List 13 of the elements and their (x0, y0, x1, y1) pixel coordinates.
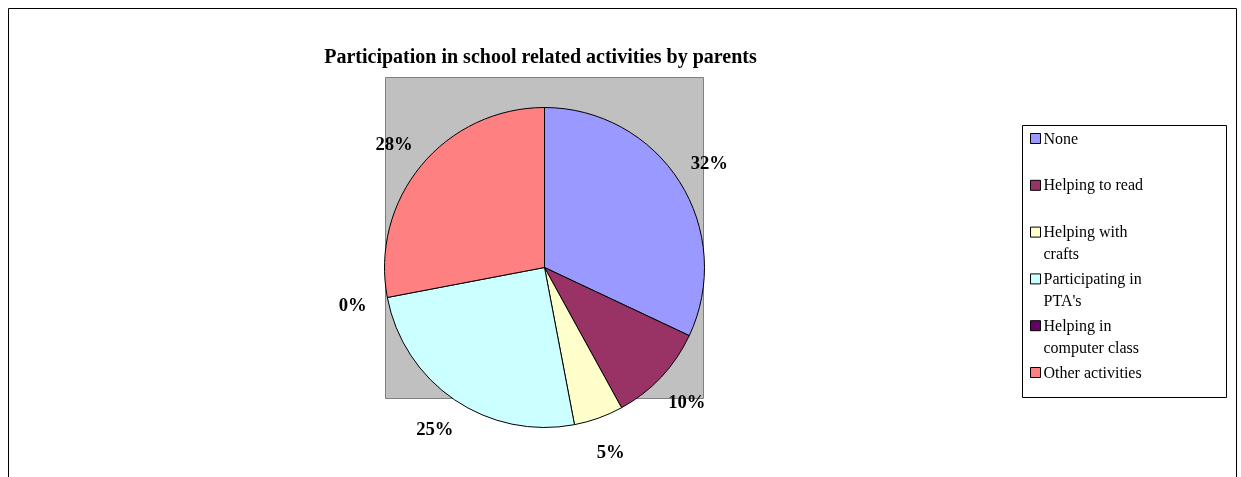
data-label: 32% (690, 152, 728, 174)
chart-title: Participation in school related activities by parents (324, 44, 757, 68)
data-label: 5% (596, 440, 625, 462)
legend-label: Helping in computer class (1043, 316, 1140, 357)
legend-label: Other activities (1043, 363, 1142, 381)
legend-label: Helping with crafts (1043, 223, 1128, 263)
text: 0% (338, 293, 367, 315)
legend-label: None (1043, 129, 1079, 147)
data-label: 28% (375, 132, 413, 154)
legend-label: Helping to read (1043, 176, 1144, 195)
data-label: 25% (416, 418, 454, 440)
data-label: 10% (668, 390, 706, 412)
legend-label: Participating in PTA's (1043, 269, 1142, 309)
